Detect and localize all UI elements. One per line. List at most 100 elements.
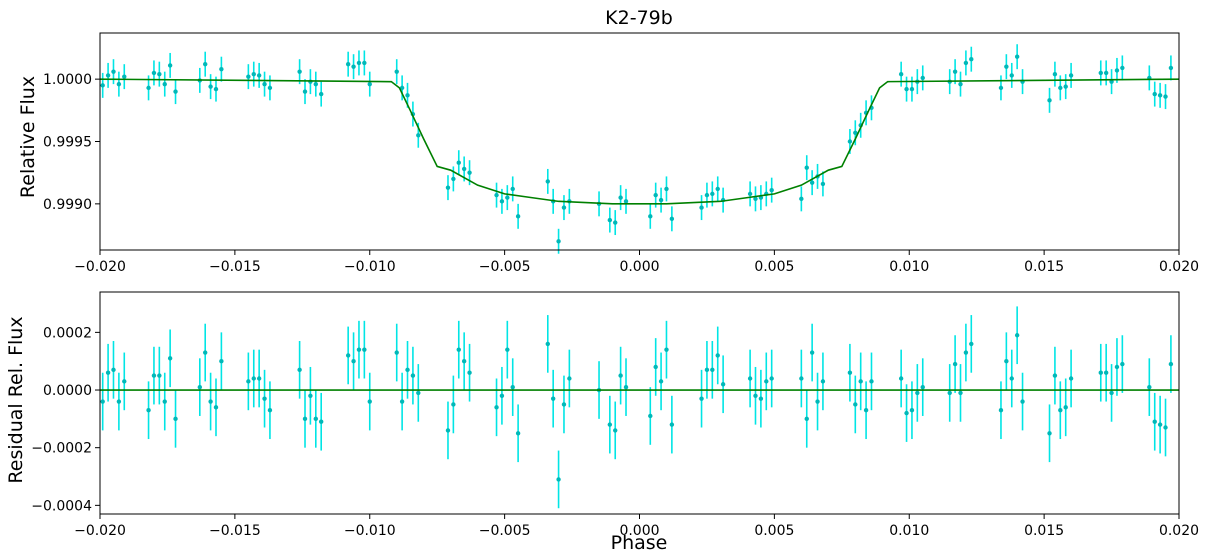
transit-data-point bbox=[898, 71, 904, 77]
transit-data-point bbox=[467, 170, 472, 175]
residual-data-point bbox=[1052, 373, 1058, 378]
residual-data-point bbox=[915, 390, 920, 396]
residual-data-point bbox=[567, 376, 572, 381]
residual-data-point bbox=[246, 379, 251, 384]
transit-data-point bbox=[1052, 71, 1058, 77]
transit-data-point bbox=[100, 83, 105, 88]
residual-data-point bbox=[869, 379, 874, 384]
transit-data-point bbox=[1063, 84, 1068, 89]
residual-data-point bbox=[410, 373, 416, 378]
transit-data-point bbox=[297, 69, 302, 74]
residual-data-point bbox=[753, 393, 758, 398]
transit-y-tick-label: 1.0000 bbox=[43, 72, 92, 88]
transit-data-point bbox=[445, 185, 451, 190]
residual-data-point bbox=[399, 399, 405, 404]
residual-data-point bbox=[100, 399, 105, 404]
residual-data-point bbox=[308, 393, 313, 398]
transit-data-point bbox=[367, 81, 372, 87]
residual-data-point bbox=[345, 353, 351, 358]
residual-data-point bbox=[820, 379, 826, 384]
transit-data-point bbox=[461, 166, 467, 172]
transit-data-point bbox=[669, 216, 675, 222]
transit-data-point bbox=[613, 220, 618, 225]
residual-data-point bbox=[607, 422, 613, 427]
residual-data-point bbox=[699, 396, 704, 401]
residual-data-point bbox=[467, 370, 472, 375]
transit-data-point bbox=[505, 195, 510, 200]
residual-y-axis-label: Residual Rel. Flux bbox=[5, 316, 27, 483]
residual-data-point bbox=[167, 356, 173, 361]
residual-data-point bbox=[863, 408, 869, 413]
residual-data-point bbox=[1004, 358, 1009, 364]
residual-data-point bbox=[162, 399, 167, 404]
transit-data-point bbox=[1168, 65, 1174, 71]
transit-data-point bbox=[362, 60, 367, 66]
residual-data-point bbox=[219, 358, 224, 364]
residual-data-point bbox=[203, 350, 208, 355]
transit-x-tick-label: 0.010 bbox=[889, 259, 929, 275]
transit-data-point bbox=[653, 192, 658, 198]
residual-data-point bbox=[351, 358, 356, 364]
transit-x-tick-label: 0.020 bbox=[1159, 259, 1199, 275]
transit-data-point bbox=[456, 160, 461, 165]
residual-x-tick-label: −0.010 bbox=[344, 523, 396, 539]
transit-data-point bbox=[998, 85, 1004, 91]
transit-data-point bbox=[356, 60, 362, 66]
residual-data-point bbox=[356, 347, 362, 352]
residual-y-tick-label: −0.0002 bbox=[31, 441, 92, 457]
residual-data-point bbox=[157, 373, 162, 378]
residual-data-point bbox=[618, 373, 623, 378]
residual-data-point bbox=[416, 390, 421, 396]
residual-data-point bbox=[658, 379, 664, 384]
residual-data-point bbox=[858, 379, 863, 384]
residual-data-point bbox=[367, 399, 372, 404]
residual-data-point bbox=[613, 428, 618, 433]
residual-data-point bbox=[963, 350, 969, 355]
residual-x-tick-label: 0.020 bbox=[1159, 523, 1199, 539]
residual-x-tick-label: 0.005 bbox=[754, 523, 794, 539]
residual-data-point bbox=[1103, 370, 1109, 375]
residual-data-point bbox=[313, 416, 318, 422]
residual-x-tick-label: 0.015 bbox=[1024, 523, 1064, 539]
transit-data-point bbox=[451, 176, 456, 182]
transit-data-point bbox=[405, 93, 410, 98]
residual-data-point bbox=[648, 413, 653, 419]
transit-data-point bbox=[1103, 70, 1109, 76]
transit-data-point bbox=[809, 180, 815, 185]
residual-data-point bbox=[809, 350, 815, 355]
residual-data-point bbox=[1120, 361, 1125, 367]
residual-data-point bbox=[815, 399, 820, 404]
residual-y-tick-label: −0.0004 bbox=[31, 498, 92, 514]
residual-data-point bbox=[461, 358, 467, 364]
residual-data-point bbox=[256, 376, 262, 381]
transit-data-point bbox=[607, 217, 613, 223]
residual-data-point bbox=[545, 341, 550, 347]
transit-data-point bbox=[658, 197, 664, 203]
transit-data-point bbox=[804, 165, 809, 170]
transit-data-point bbox=[1157, 93, 1163, 98]
residual-data-point bbox=[853, 402, 858, 407]
residual-data-point bbox=[969, 341, 974, 347]
transit-y-axis-label: Relative Flux bbox=[17, 76, 39, 198]
transit-model-line bbox=[99, 78, 1180, 205]
residual-data-point bbox=[1014, 333, 1020, 338]
residual-data-point bbox=[451, 402, 456, 407]
residual-data-point bbox=[1068, 376, 1074, 381]
transit-data-point bbox=[820, 181, 826, 187]
residual-data-point bbox=[173, 416, 178, 422]
residual-data-point bbox=[1063, 405, 1068, 410]
transit-data-point bbox=[920, 75, 925, 81]
residual-y-tick-label: 0.0002 bbox=[43, 325, 92, 341]
residual-data-point bbox=[1020, 399, 1025, 404]
transit-x-tick-label: −0.015 bbox=[209, 259, 261, 275]
residual-data-point bbox=[898, 376, 904, 381]
transit-y-tick-label: 0.9995 bbox=[43, 135, 92, 151]
residual-data-point bbox=[947, 390, 952, 396]
residual-data-point bbox=[799, 376, 804, 381]
transit-data-point bbox=[1098, 70, 1103, 76]
transit-data-point bbox=[111, 69, 116, 74]
transit-data-point bbox=[1114, 68, 1120, 73]
residual-data-point bbox=[499, 393, 505, 398]
transit-x-tick-label: −0.020 bbox=[74, 259, 126, 275]
